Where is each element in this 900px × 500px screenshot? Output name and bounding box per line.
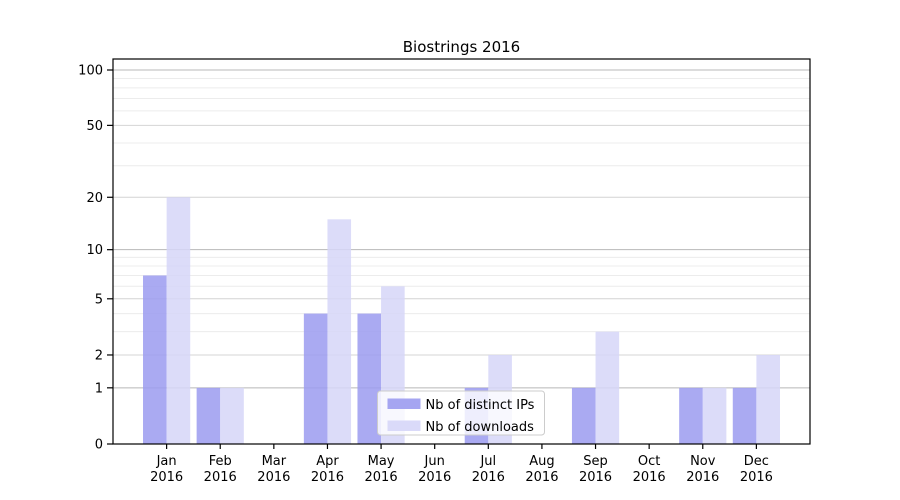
legend-label-ips: Nb of distinct IPs [426, 398, 535, 413]
x-tick-month: Jul [479, 454, 496, 469]
x-tick-label-Dec: Dec 2016 [740, 454, 773, 485]
x-tick-label-May: May 2016 [365, 454, 398, 485]
x-tick-month: Jun [424, 454, 445, 469]
x-tick-label-Nov: Nov 2016 [686, 454, 719, 485]
x-tick-month: Dec [744, 454, 769, 469]
x-tick-year: 2016 [633, 470, 666, 485]
y-tick-label-10: 10 [86, 243, 103, 258]
bar-ips-Jan [143, 275, 167, 444]
bar-downloads-Sep [595, 331, 620, 444]
x-tick-label-Mar: Mar 2016 [257, 454, 290, 485]
y-tick-label-2: 2 [95, 348, 103, 363]
x-tick-label-Jan: Jan 2016 [150, 454, 183, 485]
x-tick-month: Feb [209, 454, 232, 469]
x-tick-month: Mar [262, 454, 287, 469]
y-tick-label-20: 20 [86, 191, 103, 206]
x-tick-month: Jan [156, 454, 177, 469]
x-tick-year: 2016 [740, 470, 773, 485]
bar-ips-Apr [303, 313, 328, 444]
x-tick-year: 2016 [472, 470, 505, 485]
y-tick-label-50: 50 [86, 119, 103, 134]
x-tick-year: 2016 [204, 470, 237, 485]
x-tick-month: May [368, 454, 395, 469]
x-tick-year: 2016 [311, 470, 344, 485]
x-tick-label-Jul: Jul 2016 [472, 454, 505, 485]
x-tick-year: 2016 [418, 470, 451, 485]
x-tick-month: Sep [583, 454, 608, 469]
bar-downloads-Nov [702, 387, 727, 444]
x-tick-month: Nov [690, 454, 716, 469]
x-tick-label-Apr: Apr 2016 [311, 454, 344, 485]
bar-ips-Feb [196, 387, 221, 444]
x-tick-year: 2016 [257, 470, 290, 485]
bar-ips-May [357, 313, 382, 444]
y-tick-label-1: 1 [95, 381, 103, 396]
x-tick-label-Sep: Sep 2016 [579, 454, 612, 485]
x-tick-year: 2016 [579, 470, 612, 485]
bar-ips-Dec [732, 387, 757, 444]
bar-downloads-Dec [756, 354, 780, 444]
x-tick-month: Apr [316, 454, 339, 469]
gridlines-group [113, 69, 810, 389]
x-tick-year: 2016 [525, 470, 558, 485]
bar-downloads-Apr [327, 219, 352, 444]
x-tick-month: Oct [638, 454, 660, 469]
y-tick-label-0: 0 [95, 438, 103, 453]
x-tick-label-Feb: Feb 2016 [204, 454, 237, 485]
x-tick-year: 2016 [150, 470, 183, 485]
y-tick-label-5: 5 [95, 292, 103, 307]
bar-downloads-Jan [166, 197, 191, 444]
y-tick-label-100: 100 [78, 64, 103, 79]
x-tick-year: 2016 [365, 470, 398, 485]
plot-frame [112, 58, 811, 445]
legend: Nb of distinct IPs Nb of downloads [377, 390, 545, 436]
legend-swatch-downloads [387, 420, 421, 431]
x-tick-label-Oct: Oct 2016 [633, 454, 666, 485]
x-tick-label-Aug: Aug 2016 [525, 454, 558, 485]
bar-downloads-Feb [220, 387, 244, 444]
bar-ips-Nov [679, 387, 703, 444]
x-tick-month: Aug [529, 454, 554, 469]
legend-label-downloads: Nb of downloads [426, 420, 535, 435]
bar-ips-Sep [571, 387, 596, 444]
chart-title: Biostrings 2016 [403, 38, 520, 56]
x-tick-year: 2016 [686, 470, 719, 485]
legend-swatch-ips [387, 398, 421, 409]
x-tick-label-Jun: Jun 2016 [418, 454, 451, 485]
y-axis: 0 1 2 5 10 20 50 100 [78, 64, 113, 453]
